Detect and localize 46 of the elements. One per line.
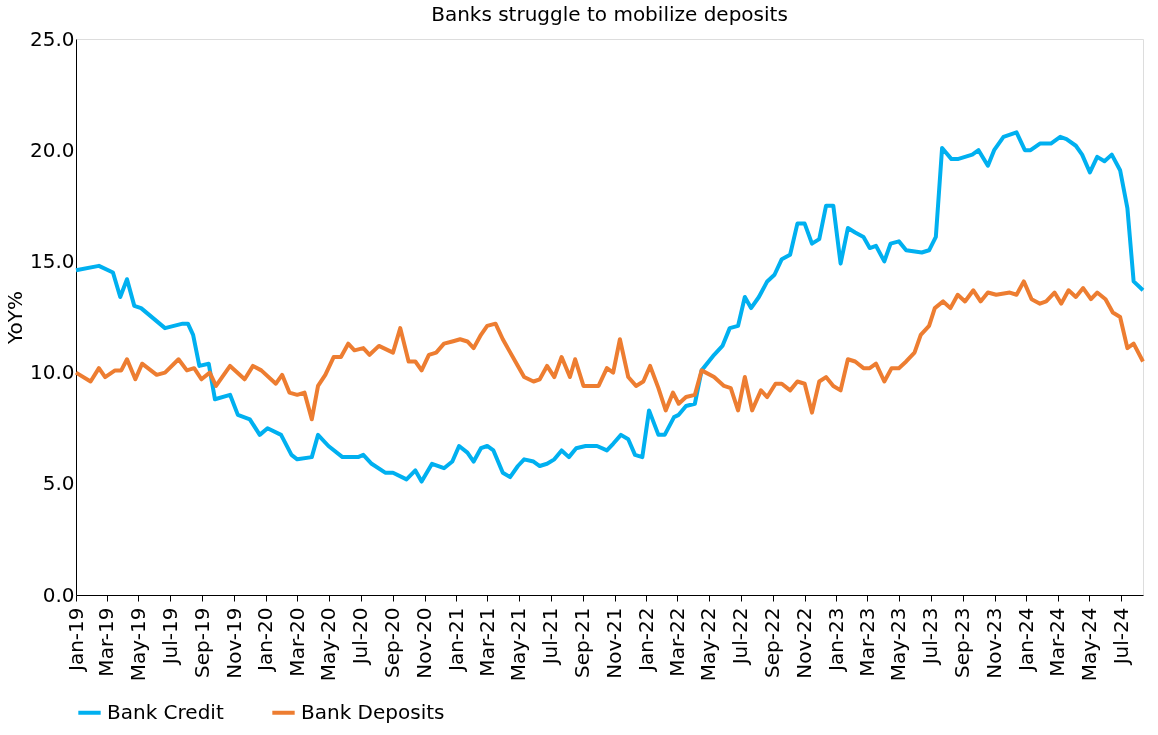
- x-tick-label: Jan-21: [443, 607, 468, 673]
- x-tick-label: Sep-20: [380, 607, 405, 678]
- legend-label: Bank Deposits: [301, 699, 445, 724]
- chart-title: Banks struggle to mobilize deposits: [431, 2, 788, 26]
- x-tick-label: May-19: [125, 607, 150, 682]
- legend-label: Bank Credit: [107, 699, 224, 724]
- x-tick-label: May-23: [886, 607, 911, 682]
- x-tick-label: Jul-24: [1108, 607, 1133, 667]
- x-tick-label: Jan-19: [63, 607, 88, 673]
- x-tick-label: May-21: [506, 607, 531, 682]
- x-tick-label: Jan-20: [253, 607, 278, 673]
- x-tick-label: Nov-23: [982, 607, 1007, 679]
- x-tick-label: Sep-23: [950, 607, 975, 678]
- x-tick-label: May-24: [1076, 607, 1101, 682]
- x-tick-label: Nov-22: [792, 607, 817, 679]
- x-tick-label: Jan-22: [633, 607, 658, 673]
- x-tick-label: Jul-20: [348, 607, 373, 667]
- line-series: [74, 130, 1145, 484]
- x-tick-label: Mar-21: [474, 607, 499, 677]
- y-tick-label: 5.0: [42, 471, 75, 496]
- x-tick-label: May-20: [316, 607, 341, 682]
- x-tick-label: Jul-21: [538, 607, 563, 667]
- line-series: [74, 279, 1145, 422]
- x-tick-label: Jul-22: [728, 607, 753, 667]
- x-tick-label: Jul-19: [157, 607, 182, 667]
- x-tick-label: Mar-20: [284, 607, 309, 677]
- x-tick-label: Nov-20: [412, 607, 437, 679]
- x-tick-label: Jan-23: [823, 607, 848, 673]
- y-tick-label: 15.0: [29, 248, 75, 273]
- y-tick-label: 10.0: [29, 360, 75, 385]
- x-tick-label: Nov-19: [221, 607, 246, 679]
- y-tick-label: 25.0: [29, 26, 75, 51]
- x-tick-label: Mar-24: [1045, 607, 1070, 677]
- x-tick-label: Sep-22: [760, 607, 785, 678]
- x-tick-label: Sep-19: [189, 607, 214, 678]
- y-tick-label: 20.0: [29, 137, 75, 162]
- x-tick-label: Mar-22: [664, 607, 689, 677]
- x-tick-label: Jul-23: [918, 607, 943, 667]
- y-tick-label: 0.0: [42, 582, 75, 607]
- x-tick-label: Jan-24: [1013, 607, 1038, 673]
- x-tick-label: Nov-21: [602, 607, 627, 679]
- y-axis-title: YoY%: [2, 290, 27, 346]
- x-tick-label: Mar-23: [854, 607, 879, 677]
- x-tick-label: Mar-19: [94, 607, 119, 677]
- x-tick-label: May-22: [696, 607, 721, 682]
- x-tick-label: Sep-21: [570, 607, 595, 678]
